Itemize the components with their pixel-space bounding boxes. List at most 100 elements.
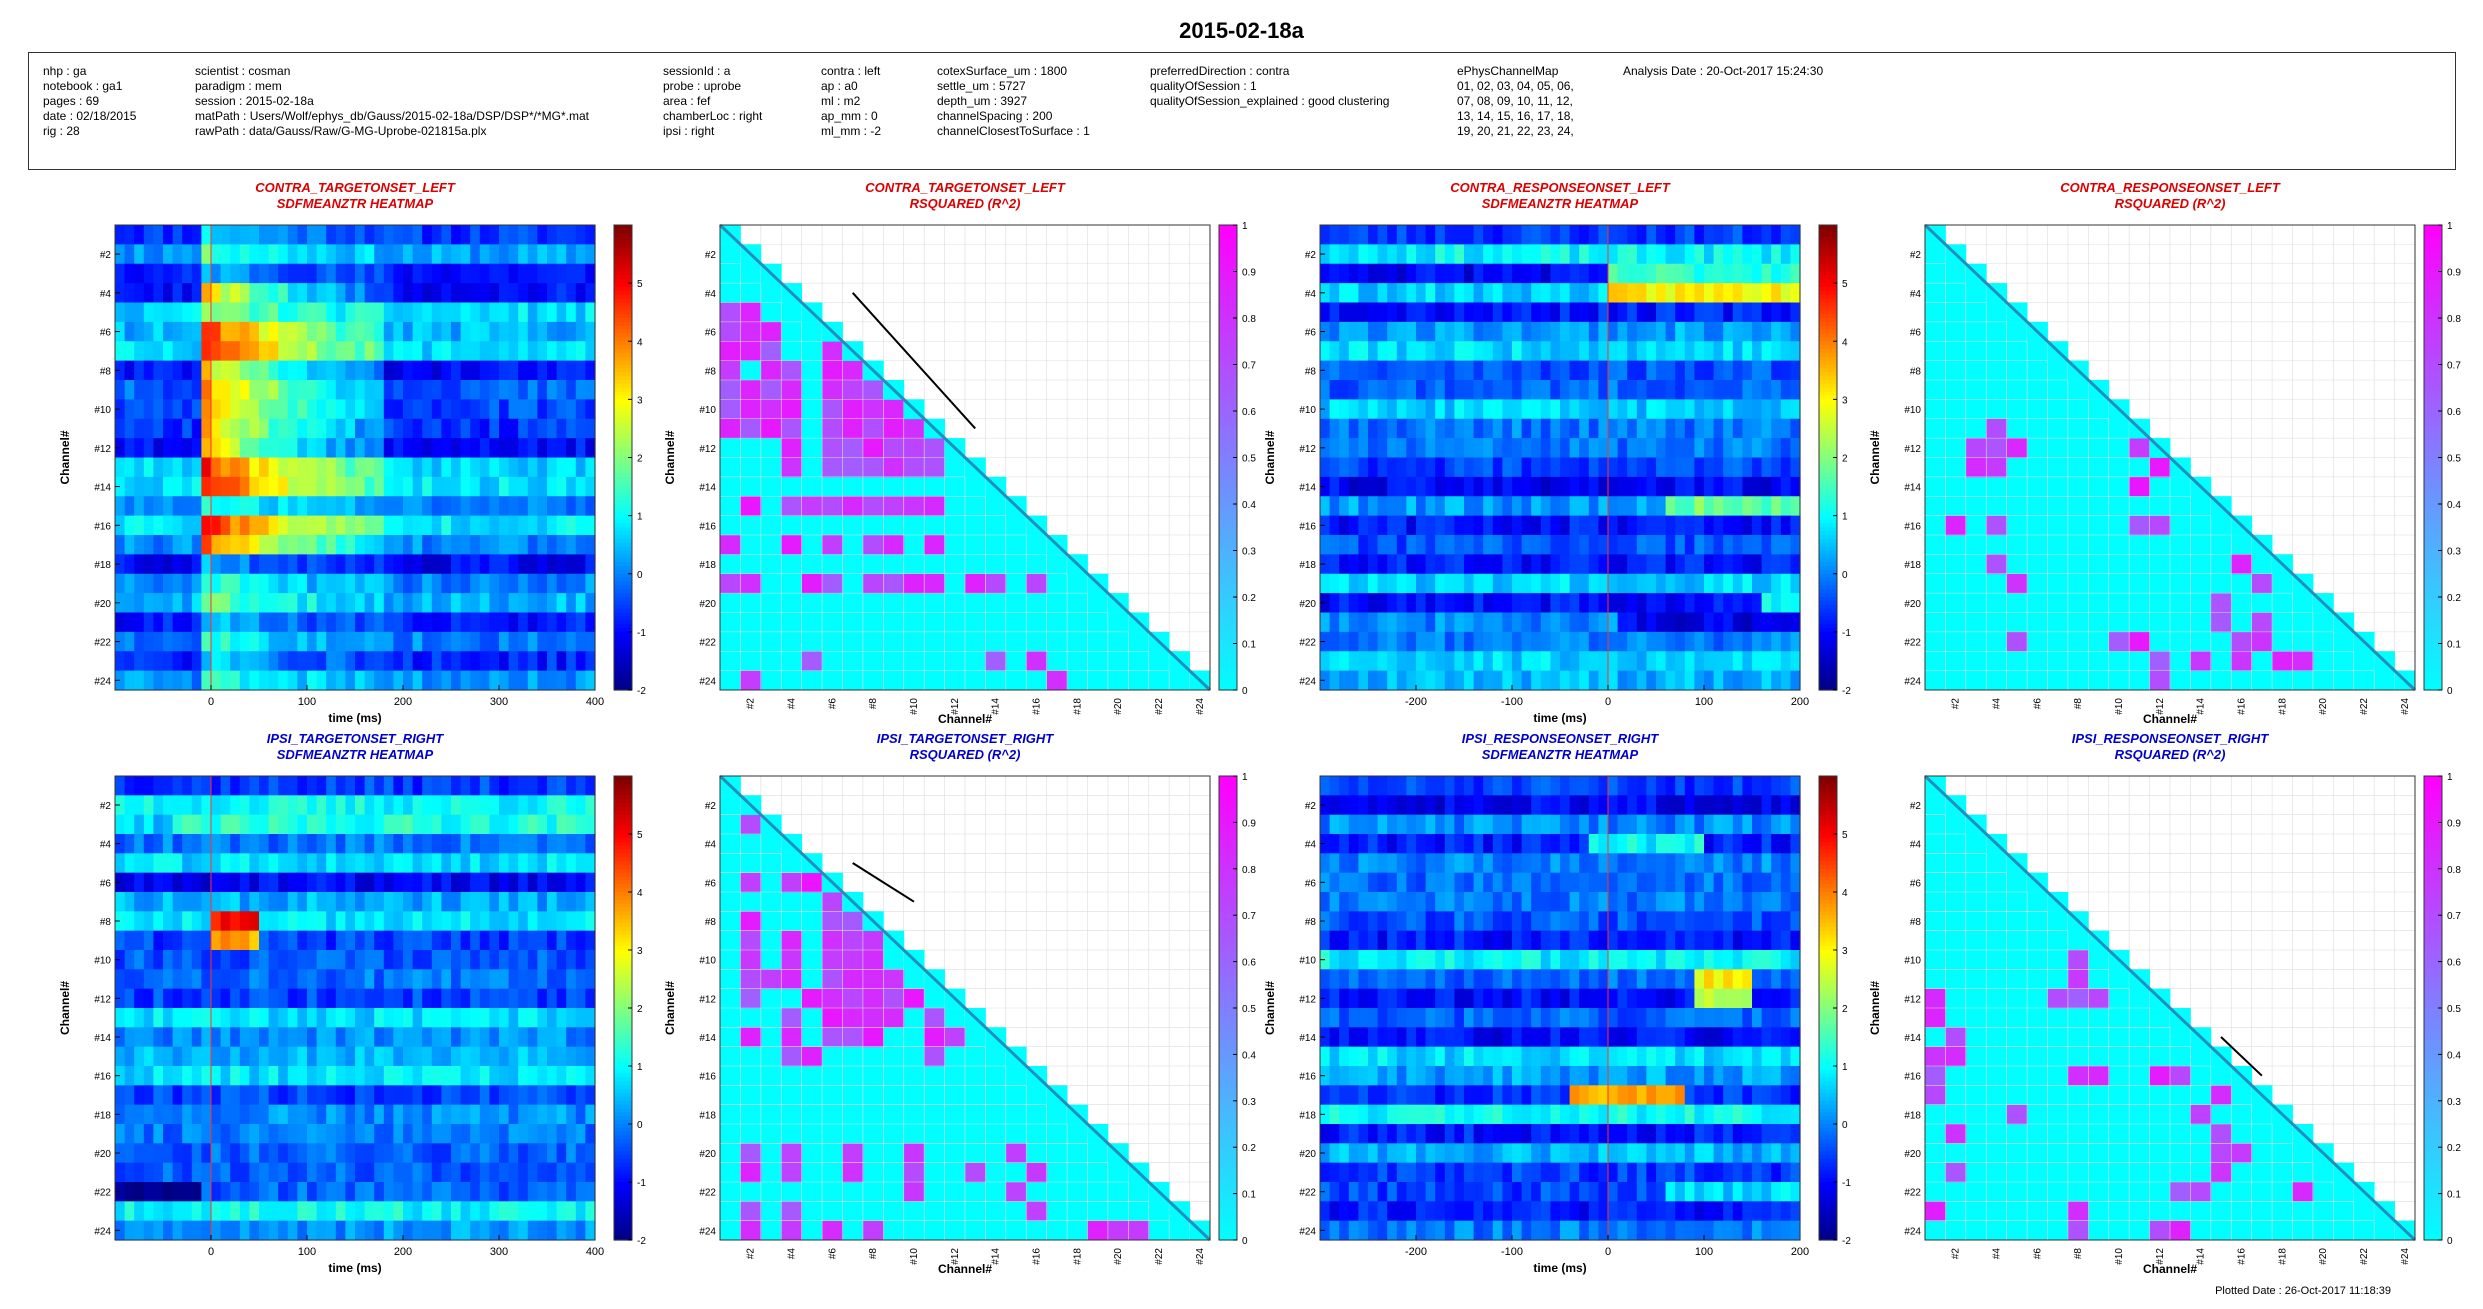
colorbar-segment bbox=[614, 849, 632, 854]
heatmap-cell bbox=[1713, 476, 1724, 497]
colorbar-segment bbox=[1819, 484, 1837, 490]
heatmap-cell bbox=[1742, 438, 1753, 459]
heatmap-cell bbox=[1339, 283, 1350, 304]
heatmap-cell bbox=[191, 988, 202, 1009]
heatmap-cell bbox=[1761, 631, 1772, 652]
heatmap-cell bbox=[1780, 457, 1791, 478]
r2-cell bbox=[2190, 651, 2212, 672]
heatmap-cell bbox=[182, 263, 193, 284]
colorbar-segment bbox=[614, 546, 632, 552]
heatmap-cell bbox=[1588, 360, 1599, 381]
heatmap-cell bbox=[1512, 360, 1523, 381]
heatmap-cell bbox=[518, 631, 529, 652]
heatmap-cell bbox=[259, 380, 270, 400]
heatmap-cell bbox=[1598, 651, 1609, 672]
heatmap-cell bbox=[1540, 380, 1551, 400]
r2-cell bbox=[842, 457, 864, 478]
heatmap-cell bbox=[499, 1220, 510, 1241]
heatmap-cell bbox=[422, 612, 433, 633]
colorbar-segment bbox=[1219, 294, 1237, 300]
heatmap-cell bbox=[1540, 476, 1551, 497]
x-tick-label: 100 bbox=[298, 696, 316, 708]
heatmap-cell bbox=[345, 1027, 356, 1048]
heatmap-cell bbox=[479, 930, 490, 951]
heatmap-cell bbox=[518, 1066, 529, 1086]
colorbar-tick-label: -2 bbox=[637, 686, 646, 697]
heatmap-cell bbox=[335, 612, 346, 633]
heatmap-cell bbox=[268, 1143, 279, 1164]
heatmap-cell bbox=[1723, 476, 1734, 497]
heatmap-cell bbox=[268, 892, 279, 912]
heatmap-cell bbox=[172, 573, 183, 594]
heatmap-cell bbox=[422, 872, 433, 893]
heatmap-cell bbox=[1512, 380, 1523, 400]
heatmap-cell bbox=[172, 834, 183, 854]
heatmap-cell bbox=[566, 1046, 577, 1067]
heatmap-cell bbox=[307, 1124, 318, 1144]
colorbar-segment bbox=[614, 271, 632, 276]
heatmap-cell bbox=[1531, 651, 1542, 672]
heatmap-cell bbox=[489, 496, 500, 517]
heatmap-cell bbox=[249, 321, 260, 342]
heatmap-cell bbox=[1358, 535, 1369, 555]
heatmap-cell bbox=[115, 1182, 126, 1202]
heatmap-cell bbox=[1358, 321, 1369, 342]
heatmap-cell bbox=[412, 651, 423, 672]
heatmap-cell bbox=[1464, 321, 1475, 342]
heatmap-cell bbox=[537, 853, 548, 874]
heatmap-cell bbox=[1675, 651, 1686, 672]
colorbar-segment bbox=[1219, 845, 1237, 851]
heatmap-cell bbox=[239, 399, 250, 420]
colorbar-segment bbox=[614, 581, 632, 586]
colorbar-segment bbox=[614, 593, 632, 598]
r2-cell bbox=[720, 573, 741, 594]
colorbar-segment bbox=[1219, 662, 1237, 668]
heatmap-cell bbox=[364, 872, 375, 893]
heatmap-cell bbox=[451, 911, 462, 932]
y-tick-label: #16 bbox=[699, 1072, 716, 1083]
heatmap-cell bbox=[1406, 612, 1417, 633]
heatmap-cell bbox=[460, 283, 471, 304]
heatmap-cell bbox=[441, 631, 452, 652]
heatmap-cell bbox=[249, 476, 260, 497]
heatmap-cell bbox=[556, 911, 567, 932]
heatmap-cell bbox=[431, 911, 442, 932]
heatmap-cell bbox=[230, 1066, 241, 1086]
colorbar-segment bbox=[614, 1170, 632, 1175]
heatmap-cell bbox=[345, 872, 356, 893]
heatmap-cell bbox=[374, 872, 385, 893]
colorbar-segment bbox=[2424, 368, 2442, 373]
heatmap-cell bbox=[575, 1104, 586, 1125]
heatmap-cell bbox=[1502, 573, 1513, 594]
r2-cell bbox=[781, 399, 803, 420]
heatmap-cell bbox=[383, 515, 394, 536]
heatmap-cell bbox=[412, 631, 423, 652]
heatmap-cell bbox=[201, 496, 212, 517]
colorbar-segment bbox=[1219, 399, 1237, 404]
heatmap-cell bbox=[547, 814, 558, 835]
heatmap-cell bbox=[575, 814, 586, 835]
heatmap-cell bbox=[345, 438, 356, 459]
colorbar-segment bbox=[614, 965, 632, 970]
colorbar-segment bbox=[614, 1182, 632, 1187]
heatmap-cell bbox=[211, 283, 222, 304]
heatmap-cell bbox=[403, 476, 414, 497]
heatmap-cell bbox=[1560, 457, 1571, 478]
heatmap-cell bbox=[211, 670, 222, 691]
colorbar-segment bbox=[1219, 411, 1237, 416]
colorbar-segment bbox=[1219, 449, 1237, 455]
heatmap-cell bbox=[1617, 360, 1628, 381]
heatmap-cell bbox=[1569, 515, 1580, 536]
session-info-box: nhp : ga notebook : ga1 pages : 69 date : 0… bbox=[28, 52, 2456, 170]
heatmap-cell bbox=[1444, 341, 1455, 362]
heatmap-cell bbox=[124, 321, 135, 342]
heatmap-cell bbox=[1684, 225, 1695, 245]
heatmap-cell bbox=[249, 795, 260, 816]
heatmap-cell bbox=[556, 535, 567, 555]
heatmap-cell bbox=[470, 1162, 481, 1183]
heatmap-cell bbox=[374, 670, 385, 691]
heatmap-cell bbox=[518, 911, 529, 932]
heatmap-cell bbox=[1550, 457, 1561, 478]
heatmap-cell bbox=[1790, 573, 1801, 594]
heatmap-cell bbox=[335, 380, 346, 400]
